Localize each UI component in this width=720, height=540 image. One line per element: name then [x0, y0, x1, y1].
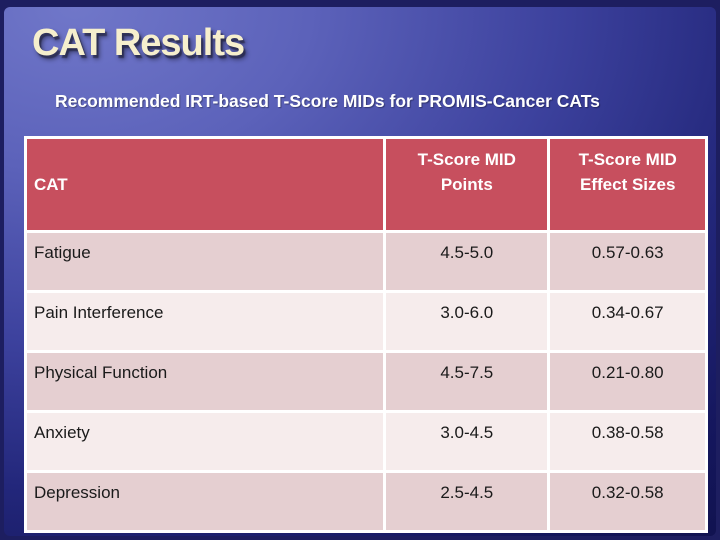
header-cell-cat: CAT [27, 139, 384, 230]
cell-cat: Fatigue [27, 233, 384, 290]
cell-points: 4.5-7.5 [386, 353, 548, 410]
header-cell-effect-sizes: T-Score MID Effect Sizes [550, 139, 705, 230]
results-table: CAT T-Score MID Points T-Score MID Effec… [24, 136, 708, 533]
table-row-pain-interference: Pain Interference 3.0-6.0 0.34-0.67 [27, 293, 705, 350]
cell-effect-sizes: 0.21-0.80 [550, 353, 705, 410]
cell-effect-sizes: 0.34-0.67 [550, 293, 705, 350]
cell-points: 2.5-4.5 [386, 473, 548, 530]
slide-subtitle: Recommended IRT-based T-Score MIDs for P… [55, 91, 600, 111]
cell-effect-sizes: 0.57-0.63 [550, 233, 705, 290]
slide-title: CAT Results [32, 22, 245, 64]
cell-effect-sizes: 0.38-0.58 [550, 413, 705, 470]
cell-cat: Pain Interference [27, 293, 384, 350]
table-row-anxiety: Anxiety 3.0-4.5 0.38-0.58 [27, 413, 705, 470]
cell-cat: Depression [27, 473, 384, 530]
cell-cat: Physical Function [27, 353, 384, 410]
cell-cat: Anxiety [27, 413, 384, 470]
table-header-row: CAT T-Score MID Points T-Score MID Effec… [27, 139, 705, 230]
table-row-depression: Depression 2.5-4.5 0.32-0.58 [27, 473, 705, 530]
header-cell-points: T-Score MID Points [386, 139, 548, 230]
cell-points: 4.5-5.0 [386, 233, 548, 290]
table-row-physical-function: Physical Function 4.5-7.5 0.21-0.80 [27, 353, 705, 410]
cell-points: 3.0-6.0 [386, 293, 548, 350]
cell-effect-sizes: 0.32-0.58 [550, 473, 705, 530]
table-row-fatigue: Fatigue 4.5-5.0 0.57-0.63 [27, 233, 705, 290]
cell-points: 3.0-4.5 [386, 413, 548, 470]
